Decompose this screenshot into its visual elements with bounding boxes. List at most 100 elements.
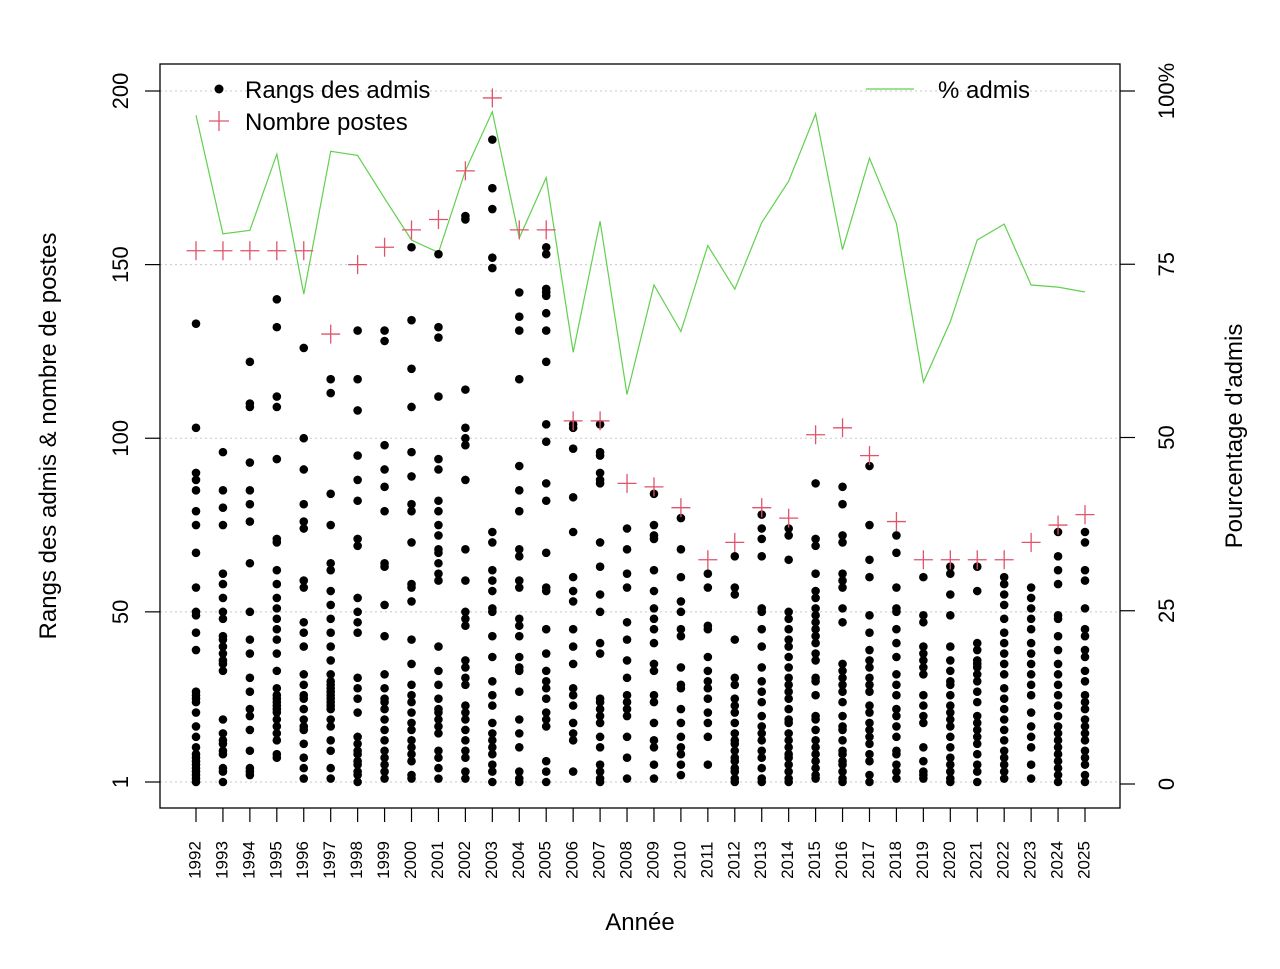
rang-point — [838, 617, 847, 627]
postes-point — [240, 241, 260, 261]
rang-point — [326, 520, 335, 530]
rang-point — [218, 777, 228, 787]
rang-point — [407, 725, 416, 735]
x-tick-label: 2012 — [724, 841, 743, 879]
rang-point — [514, 614, 524, 624]
rang-point — [191, 645, 201, 655]
rang-point — [622, 690, 632, 700]
rang-point — [326, 558, 335, 568]
rang-point — [245, 399, 255, 408]
rang-point — [730, 729, 740, 738]
rang-point — [811, 673, 820, 683]
rang-point — [595, 562, 605, 572]
rang-point — [568, 736, 578, 745]
rang-point — [245, 725, 255, 735]
rang-point — [299, 739, 309, 749]
rang-point — [1026, 604, 1036, 613]
rang-point — [461, 680, 470, 690]
rang-point — [1080, 697, 1090, 707]
rang-point — [353, 496, 362, 506]
right-tick-label: 0 — [1154, 778, 1179, 790]
rang-point — [811, 638, 820, 648]
rang-point — [461, 767, 470, 776]
rang-point — [541, 756, 551, 766]
rang-point — [488, 736, 497, 745]
rang-point — [730, 736, 740, 745]
rang-point — [622, 545, 632, 554]
rang-point — [568, 527, 578, 537]
postes-point — [1021, 532, 1041, 552]
rang-point — [649, 736, 659, 745]
rang-point — [299, 465, 309, 474]
rang-point — [380, 558, 389, 568]
rang-point — [218, 729, 228, 738]
postes-point — [186, 241, 206, 261]
rangs-admis-series — [191, 135, 1090, 787]
rang-point — [972, 677, 982, 686]
rang-point — [353, 673, 362, 683]
rang-point — [1053, 645, 1063, 655]
rang-point — [838, 583, 847, 592]
x-tick-label: 2021 — [967, 841, 986, 879]
rang-point — [434, 520, 443, 530]
postes-point — [213, 241, 233, 261]
rang-point — [892, 767, 901, 776]
rang-point — [622, 583, 632, 592]
rang-point — [353, 767, 362, 776]
rang-point — [326, 374, 335, 384]
rang-point — [191, 742, 201, 752]
rang-point — [541, 357, 551, 367]
rang-point — [488, 527, 497, 537]
rang-point — [946, 715, 955, 724]
rang-point — [999, 736, 1009, 745]
rang-point — [434, 642, 443, 651]
rang-point — [272, 624, 282, 634]
postes-point — [321, 324, 341, 344]
rang-point — [784, 555, 793, 565]
rang-point — [218, 579, 228, 589]
rang-point — [676, 607, 686, 617]
rang-point — [999, 638, 1009, 648]
rang-point — [541, 649, 551, 658]
rang-point — [703, 732, 713, 742]
rang-point — [218, 649, 228, 658]
rang-point — [541, 777, 551, 787]
rang-point — [703, 666, 713, 676]
rang-point — [811, 763, 820, 773]
rang-point — [299, 722, 309, 731]
rang-point — [1080, 736, 1090, 745]
rang-point — [299, 642, 309, 651]
rang-point — [811, 725, 820, 735]
rang-point — [461, 621, 470, 631]
rang-point — [380, 704, 389, 714]
rang-point — [622, 524, 632, 533]
rang-point — [326, 565, 335, 575]
rang-point — [999, 694, 1009, 703]
rang-point — [407, 472, 416, 481]
rang-point — [1026, 670, 1036, 679]
rang-point — [353, 683, 362, 693]
rang-point — [434, 531, 443, 540]
rang-point — [568, 586, 578, 596]
postes-point — [617, 473, 637, 493]
rang-point — [434, 746, 443, 756]
rang-point — [622, 753, 632, 762]
x-tick-label: 2017 — [859, 841, 878, 879]
rang-point — [461, 423, 470, 433]
rang-point — [649, 586, 659, 596]
rang-point — [703, 569, 713, 578]
rang-point — [191, 475, 201, 485]
rang-point — [757, 774, 767, 783]
rang-point — [461, 211, 470, 221]
rang-point — [1026, 649, 1036, 658]
rang-point — [299, 343, 309, 353]
x-tick-label: 1992 — [185, 841, 204, 879]
rang-point — [326, 489, 335, 499]
rang-point — [245, 499, 255, 509]
rang-point — [245, 635, 255, 644]
rang-point — [191, 468, 201, 478]
rang-point — [541, 722, 551, 731]
rang-point — [919, 642, 928, 651]
legend-postes-label: Nombre postes — [245, 109, 408, 136]
